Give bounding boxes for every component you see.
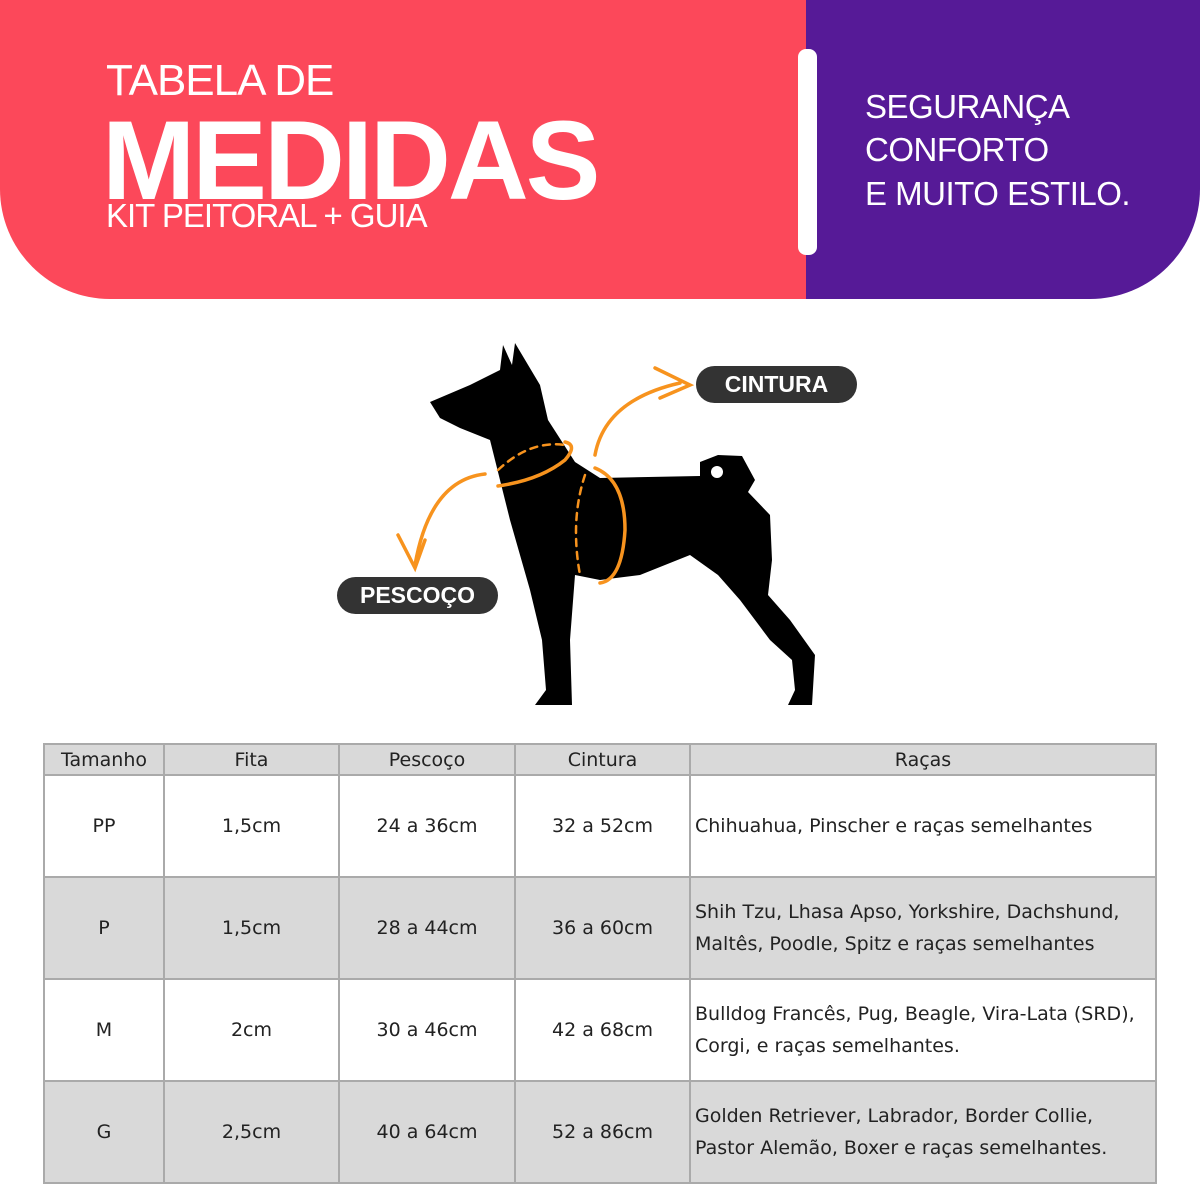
slogan-line: CONFORTO <box>865 131 1049 168</box>
cell-pescoco: 40 a 64cm <box>338 1080 516 1184</box>
cell-racas: Chihuahua, Pinscher e raças semelhantes <box>689 774 1157 878</box>
slogan-line: E MUITO ESTILO. <box>865 175 1131 212</box>
col-header: Pescoço <box>338 743 516 776</box>
header-subtitle: KIT PEITORAL + GUIA <box>106 197 428 234</box>
col-header: Raças <box>689 743 1157 776</box>
cell-fita: 2cm <box>163 978 340 1082</box>
cell-size: G <box>43 1080 165 1184</box>
cell-racas: Bulldog Francês, Pug, Beagle, Vira-Lata … <box>689 978 1157 1082</box>
header-banner-right <box>806 0 1200 299</box>
table-row: PP 1,5cm 24 a 36cm 32 a 52cm Chihuahua, … <box>43 774 1157 878</box>
waist-label: CINTURA <box>696 366 857 403</box>
table-header: Tamanho Fita Pescoço Cintura Raças <box>43 743 1157 776</box>
slogan-line: SEGURANÇA <box>865 88 1070 125</box>
header-banner-left <box>0 0 806 299</box>
header-title: MEDIDAS <box>102 98 600 223</box>
neck-ring <box>496 440 574 488</box>
cell-cintura: 36 a 60cm <box>514 876 691 980</box>
divider <box>798 49 817 255</box>
waist-arrow <box>593 366 695 457</box>
cell-cintura: 32 a 52cm <box>514 774 691 878</box>
size-table: Tamanho Fita Pescoço Cintura Raças PP 1,… <box>43 743 1157 1184</box>
table-row: P 1,5cm 28 a 44cm 36 a 60cm Shih Tzu, Lh… <box>43 876 1157 980</box>
cell-racas: Golden Retriever, Labrador, Border Colli… <box>689 1080 1157 1184</box>
table-row: G 2,5cm 40 a 64cm 52 a 86cm Golden Retri… <box>43 1080 1157 1184</box>
header-line1: TABELA DE <box>106 56 334 105</box>
cell-pescoco: 28 a 44cm <box>338 876 516 980</box>
cell-fita: 1,5cm <box>163 876 340 980</box>
cell-size: PP <box>43 774 165 878</box>
neck-arrow <box>396 472 487 573</box>
table-row: M 2cm 30 a 46cm 42 a 68cm Bulldog Francê… <box>43 978 1157 1082</box>
cell-size: M <box>43 978 165 1082</box>
cell-racas: Shih Tzu, Lhasa Apso, Yorkshire, Dachshu… <box>689 876 1157 980</box>
col-header: Cintura <box>514 743 691 776</box>
cell-cintura: 52 a 86cm <box>514 1080 691 1184</box>
cell-fita: 2,5cm <box>163 1080 340 1184</box>
neck-label: PESCOÇO <box>337 577 498 614</box>
dog-illustration <box>396 343 815 705</box>
waist-ring <box>593 466 627 585</box>
cell-cintura: 42 a 68cm <box>514 978 691 1082</box>
cell-pescoco: 24 a 36cm <box>338 774 516 878</box>
cell-size: P <box>43 876 165 980</box>
col-header: Tamanho <box>43 743 165 776</box>
dog-silhouette <box>430 343 815 705</box>
cell-fita: 1,5cm <box>163 774 340 878</box>
col-header: Fita <box>163 743 340 776</box>
cell-pescoco: 30 a 46cm <box>338 978 516 1082</box>
